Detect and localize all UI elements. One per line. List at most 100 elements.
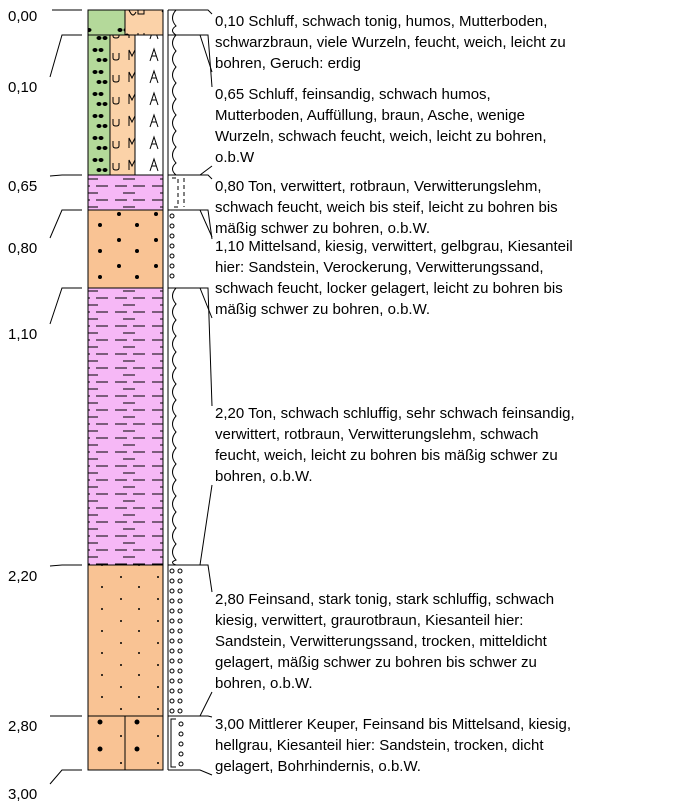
leader-line	[168, 769, 213, 776]
layer-description: bohren, o.b.W.	[215, 675, 313, 692]
gravel-symbol	[169, 233, 175, 239]
gravel-symbol	[169, 273, 175, 279]
layer-description: Wurzeln, schwach feucht, weich, leicht z…	[215, 128, 547, 145]
depth-label: 0,10	[8, 79, 37, 96]
depth-leader	[49, 287, 82, 325]
gravel-symbol	[178, 741, 184, 747]
soil-layer	[134, 34, 164, 176]
gravel-symbol	[169, 253, 175, 259]
depth-leader	[49, 564, 82, 567]
gravel-symbol	[177, 658, 183, 664]
gravel-symbol	[169, 598, 175, 604]
layer-description: mäßig schwer zu bohren, o.b.W.	[215, 301, 430, 318]
gravel-symbol	[177, 608, 183, 614]
moisture-wave	[172, 34, 177, 176]
layer-description: hier: Sandstein, Verockerung, Verwitteru…	[215, 259, 544, 276]
layer-description: Sandstein, Verwitterungssand, trocken, m…	[215, 633, 548, 650]
soil-layer	[87, 564, 164, 717]
gravel-symbol	[169, 688, 175, 694]
gravel-symbol	[169, 213, 175, 219]
gravel-symbol	[169, 638, 175, 644]
layer-description: 0,80 Ton, verwittert, rotbraun, Verwitte…	[215, 178, 542, 195]
layer-description: gelagert, Bohrhindernis, o.b.W.	[215, 758, 421, 775]
soil-layer	[87, 34, 111, 176]
layer-description: schwarzbraun, viele Wurzeln, feucht, wei…	[215, 34, 566, 51]
gravel-symbol	[177, 598, 183, 604]
layer-description: 0,10 Schluff, schwach tonig, humos, Mutt…	[215, 13, 547, 30]
depth-leader	[49, 174, 82, 177]
gravel-symbol	[169, 628, 175, 634]
bracket	[170, 718, 176, 768]
layer-description: mäßig schwer zu bohren, o.b.W.	[215, 220, 430, 237]
depth-leader	[49, 209, 82, 239]
depth-label: 0,00	[8, 8, 37, 25]
layer-description: 0,65 Schluff, feinsandig, schwach humos,	[215, 86, 491, 103]
soil-layer	[87, 715, 126, 771]
layer-description: schwach feucht, locker gelagert, leicht …	[215, 280, 563, 297]
moisture-dash	[172, 177, 185, 208]
gravel-symbol	[169, 668, 175, 674]
gravel-symbol	[169, 223, 175, 229]
layer-description: feucht, weich, leicht zu bohren bis mäßi…	[215, 447, 558, 464]
layer-description: schwach feucht, weich bis steif, leicht …	[215, 199, 558, 216]
gravel-symbol	[177, 698, 183, 704]
gravel-symbol	[178, 731, 184, 737]
gravel-symbol	[169, 263, 175, 269]
gravel-symbol	[178, 751, 184, 757]
gravel-symbol	[169, 678, 175, 684]
gravel-symbol	[178, 761, 184, 767]
soil-layer	[124, 715, 164, 771]
layer-description: hellgrau, Kiesanteil hier: Sandstein, tr…	[215, 737, 544, 754]
gravel-symbol	[177, 618, 183, 624]
leader-line	[168, 34, 213, 88]
depth-leader	[49, 769, 82, 785]
leader-line	[168, 209, 213, 238]
layer-description: 2,80 Feinsand, stark tonig, stark schluf…	[215, 591, 554, 608]
gravel-symbol	[177, 568, 183, 574]
gravel-symbol	[177, 688, 183, 694]
leader-line	[168, 9, 213, 15]
gravel-symbol	[177, 668, 183, 674]
layer-description: bohren, o.b.W.	[215, 468, 313, 485]
gravel-symbol	[169, 588, 175, 594]
soil-layer	[87, 287, 164, 566]
gravel-symbol	[177, 578, 183, 584]
depth-label: 1,10	[8, 326, 37, 343]
gravel-symbol	[177, 588, 183, 594]
layer-description: 1,10 Mittelsand, kiesig, verwittert, gel…	[215, 238, 573, 255]
gravel-symbol	[169, 658, 175, 664]
layer-description: bohren, Geruch: erdig	[215, 55, 361, 72]
gravel-symbol	[169, 243, 175, 249]
leader-line	[168, 564, 213, 593]
moisture-wave	[172, 9, 177, 36]
layer-description: verwittert, rotbraun, Verwitterungslehm,…	[215, 426, 538, 443]
layer-description: kiesig, verwittert, graurotbraun, Kiesan…	[215, 612, 523, 629]
soil-layer	[87, 174, 164, 211]
gravel-symbol	[169, 698, 175, 704]
depth-label: 0,80	[8, 240, 37, 257]
gravel-symbol	[177, 638, 183, 644]
layer-description: o.b.W	[215, 149, 255, 166]
moisture-wave	[172, 287, 177, 566]
layer-description: gelagert, mäßig schwer zu bohren bis sch…	[215, 654, 537, 671]
depth-label: 3,00	[8, 786, 37, 803]
gravel-symbol	[178, 721, 184, 727]
gravel-symbol	[177, 678, 183, 684]
leader-line	[168, 715, 213, 718]
gravel-symbol	[177, 648, 183, 654]
layer-description: 2,20 Ton, schwach schluffig, sehr schwac…	[215, 405, 575, 422]
depth-leader	[49, 34, 82, 78]
layer-description: 3,00 Mittlerer Keuper, Feinsand bis Mitt…	[215, 716, 571, 733]
leader-line	[168, 691, 213, 717]
gravel-symbol	[169, 708, 175, 714]
leader-line	[168, 174, 213, 180]
depth-label: 2,80	[8, 718, 37, 735]
gravel-symbol	[177, 628, 183, 634]
gravel-symbol	[169, 608, 175, 614]
soil-layer	[87, 9, 126, 36]
gravel-symbol	[169, 618, 175, 624]
soil-layer	[124, 9, 164, 36]
depth-label: 0,65	[8, 178, 37, 195]
depth-label: 2,20	[8, 568, 37, 585]
gravel-symbol	[169, 578, 175, 584]
